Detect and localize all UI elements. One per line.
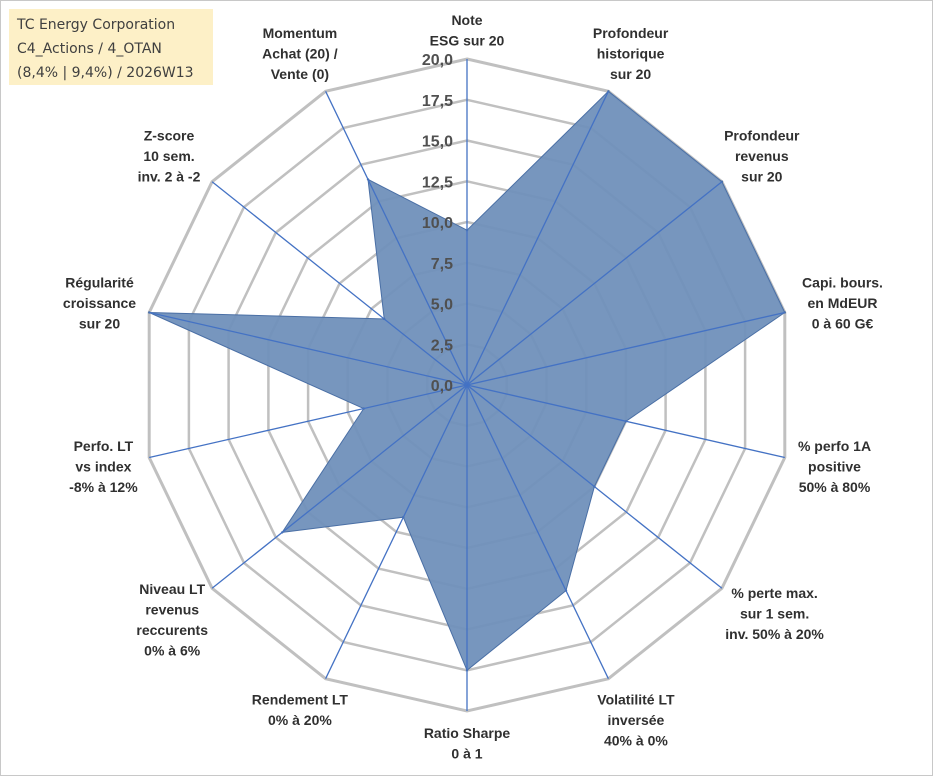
tick-label: 15,0 — [422, 134, 453, 151]
axis-label-line: Volatilité LT — [597, 692, 675, 708]
axis-label-line: -8% à 12% — [69, 479, 138, 495]
axis-label-line: sur 1 sem. — [740, 605, 809, 621]
tick-label: 5,0 — [431, 297, 453, 314]
axis-label-12: Z-score 10 sem. inv. 2 à -2 — [138, 128, 201, 185]
axis-label-line: Momentum — [263, 25, 338, 41]
axis-label-line: reccurents — [136, 622, 208, 638]
axis-label-line: Perfo. LT — [74, 438, 134, 454]
tick-label: 2,5 — [431, 337, 453, 354]
axis-label-line: Niveau LT — [139, 581, 205, 597]
axis-label-line: inv. 50% à 20% — [725, 626, 824, 642]
axis-label-11: Régularité croissance sur 20 — [63, 275, 136, 332]
performance-period: (8,4% | 9,4%) / 2026W13 — [17, 65, 194, 81]
spoke-4 — [466, 384, 785, 459]
axis-label-line: Profondeur — [593, 25, 669, 41]
axis-label-line: inversée — [607, 712, 664, 728]
radial-tick-labels: 0,0 2,5 5,0 7,5 10,0 12,5 15,0 17,5 20,0 — [422, 52, 453, 395]
axis-label-4: % perfo 1A positive 50% à 80% — [798, 438, 871, 495]
spoke-8 — [325, 384, 468, 679]
axis-label-0: Note ESG sur 20 — [430, 12, 505, 49]
axis-label-13: Momentum Achat (20) / Vente (0) — [262, 25, 338, 82]
axis-label-line: en MdEUR — [808, 295, 878, 311]
axis-label-line: Rendement LT — [252, 692, 349, 708]
axis-label-line: ESG sur 20 — [430, 33, 505, 49]
axis-label-line: sur 20 — [741, 169, 782, 185]
axis-label-6: Volatilité LT inversée 40% à 0% — [597, 692, 675, 749]
axis-label-line: historique — [597, 45, 665, 61]
spoke-1 — [466, 91, 609, 386]
axis-label-line: croissance — [63, 295, 136, 311]
axis-label-line: sur 20 — [79, 316, 120, 332]
spoke-3 — [466, 311, 785, 386]
axis-label-line: 0% à 20% — [268, 712, 332, 728]
axis-label-line: Capi. bours. — [802, 275, 883, 291]
tick-label: 17,5 — [422, 93, 453, 110]
tick-label: 12,5 — [422, 174, 453, 191]
axis-label-line: 0 à 60 G€ — [812, 316, 874, 332]
axis-label-2: Profondeur revenus sur 20 — [724, 128, 800, 185]
spoke-9 — [211, 384, 468, 589]
axis-label-10: Perfo. LT vs index -8% à 12% — [69, 438, 138, 495]
axis-label-line: Vente (0) — [271, 66, 329, 82]
tick-label: 0,0 — [431, 378, 453, 395]
spoke-6 — [466, 384, 609, 679]
axis-label-5: % perte max. sur 1 sem. inv. 50% à 20% — [725, 585, 824, 642]
axis-label-line: % perte max. — [731, 585, 817, 601]
info-box: TC Energy Corporation C4_Actions / 4_OTA… — [9, 9, 213, 85]
axis-label-line: Achat (20) / — [262, 45, 338, 61]
spoke-5 — [466, 384, 723, 589]
spoke-13 — [325, 91, 468, 386]
axis-label-line: sur 20 — [610, 66, 651, 82]
axis-label-line: 0% à 6% — [144, 643, 201, 659]
axis-label-7: Ratio Sharpe 0 à 1 — [424, 725, 511, 762]
axis-label-line: positive — [808, 458, 861, 474]
company-name: TC Energy Corporation — [17, 17, 176, 33]
spoke-2 — [466, 181, 723, 386]
spoke-12 — [211, 181, 468, 386]
radar-series — [148, 59, 786, 711]
axis-label-line: Profondeur — [724, 128, 800, 144]
axis-label-line: vs index — [75, 458, 131, 474]
tick-label: 10,0 — [422, 215, 453, 232]
axis-label-line: Z-score — [144, 128, 195, 144]
classification: C4_Actions / 4_OTAN — [17, 41, 162, 57]
axis-label-line: Note — [451, 12, 482, 28]
axis-label-line: Ratio Sharpe — [424, 725, 511, 741]
tick-label: 20,0 — [422, 52, 453, 69]
axis-label-line: 50% à 80% — [799, 479, 871, 495]
axis-label-line: inv. 2 à -2 — [138, 169, 201, 185]
axis-labels: Note ESG sur 20 Profondeur historique sur 20… — [63, 12, 883, 762]
axis-label-line: Régularité — [65, 275, 134, 291]
axis-label-line: % perfo 1A — [798, 438, 871, 454]
tick-label: 7,5 — [431, 256, 453, 273]
axis-label-line: 40% à 0% — [604, 733, 668, 749]
spoke-11 — [149, 311, 468, 386]
axis-label-line: revenus — [145, 602, 199, 618]
axis-label-9: Niveau LT revenus reccurents 0% à 6% — [136, 581, 208, 659]
axis-label-1: Profondeur historique sur 20 — [593, 25, 669, 82]
axis-label-line: 0 à 1 — [451, 746, 482, 762]
axis-label-3: Capi. bours. en MdEUR 0 à 60 G€ — [802, 275, 883, 332]
spoke-10 — [149, 384, 468, 459]
axis-label-8: Rendement LT 0% à 20% — [252, 692, 349, 729]
axis-label-line: revenus — [735, 148, 789, 164]
axis-label-line: 10 sem. — [143, 148, 194, 164]
